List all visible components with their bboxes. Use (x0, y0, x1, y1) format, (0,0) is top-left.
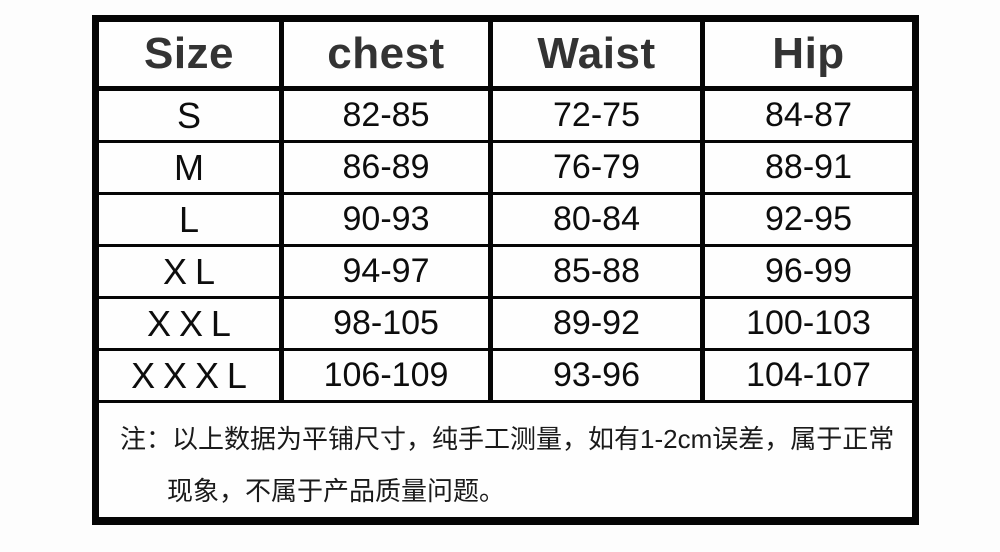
chest-cell: 90-93 (279, 192, 493, 247)
size-chart-body: S 82-85 72-75 84-87 M 86-89 76-79 88-91 … (93, 87, 918, 525)
hip-cell: 88-91 (700, 140, 918, 195)
chest-cell: 82-85 (279, 87, 493, 143)
hip-cell: 84-87 (700, 87, 918, 143)
table-row: M 86-89 76-79 88-91 (93, 140, 918, 195)
header-waist: Waist (488, 17, 705, 91)
header-hip: Hip (700, 17, 918, 91)
waist-cell: 93-96 (488, 348, 705, 403)
size-cell: XXL (93, 296, 284, 351)
chest-cell: 106-109 (279, 348, 493, 403)
chest-cell: 98-105 (279, 296, 493, 351)
table-row: XXL 98-105 89-92 100-103 (93, 296, 918, 351)
table-row: S 82-85 72-75 84-87 (93, 87, 918, 143)
waist-cell: 85-88 (488, 244, 705, 299)
note-line-1: 注：以上数据为平铺尺寸，纯手工测量，如有1-2cm误差，属于正常 (120, 424, 895, 454)
note-row: 注：以上数据为平铺尺寸，纯手工测量，如有1-2cm误差，属于正常 现象，不属于产… (93, 400, 918, 525)
table-row: XL 94-97 85-88 96-99 (93, 244, 918, 299)
size-cell: S (93, 87, 284, 143)
size-cell: M (93, 140, 284, 195)
header-chest: chest (279, 17, 493, 91)
chest-cell: 86-89 (279, 140, 493, 195)
size-chart-header: Size chest Waist Hip (93, 17, 918, 91)
header-row: Size chest Waist Hip (93, 17, 918, 91)
chest-cell: 94-97 (279, 244, 493, 299)
waist-cell: 72-75 (488, 87, 705, 143)
hip-cell: 96-99 (700, 244, 918, 299)
hip-cell: 92-95 (700, 192, 918, 247)
table-row: L 90-93 80-84 92-95 (93, 192, 918, 247)
size-cell: XXXL (93, 348, 284, 403)
size-cell: L (93, 192, 284, 247)
table-row: XXXL 106-109 93-96 104-107 (93, 348, 918, 403)
size-cell: XL (93, 244, 284, 299)
waist-cell: 76-79 (488, 140, 705, 195)
header-size: Size (93, 17, 284, 91)
hip-cell: 100-103 (700, 296, 918, 351)
waist-cell: 89-92 (488, 296, 705, 351)
waist-cell: 80-84 (488, 192, 705, 247)
size-chart-table: Size chest Waist Hip S 82-85 72-75 84-87… (92, 15, 919, 525)
note-cell: 注：以上数据为平铺尺寸，纯手工测量，如有1-2cm误差，属于正常 现象，不属于产… (93, 400, 918, 525)
hip-cell: 104-107 (700, 348, 918, 403)
note-line-2: 现象，不属于产品质量问题。 (167, 476, 506, 506)
